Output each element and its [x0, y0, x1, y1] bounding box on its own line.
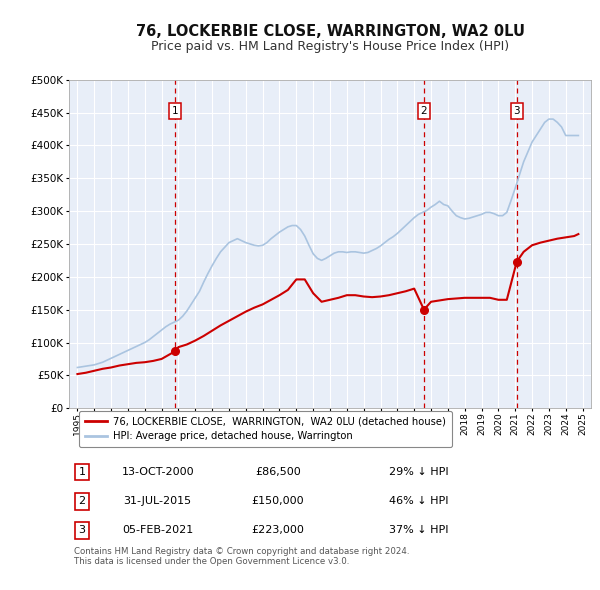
Text: 3: 3 — [514, 106, 520, 116]
Legend: 76, LOCKERBIE CLOSE,  WARRINGTON,  WA2 0LU (detached house), HPI: Average price,: 76, LOCKERBIE CLOSE, WARRINGTON, WA2 0LU… — [79, 411, 452, 447]
Text: £150,000: £150,000 — [251, 496, 304, 506]
Text: 46% ↓ HPI: 46% ↓ HPI — [389, 496, 448, 506]
Text: 37% ↓ HPI: 37% ↓ HPI — [389, 525, 448, 535]
Text: 29% ↓ HPI: 29% ↓ HPI — [389, 467, 449, 477]
Text: 2: 2 — [79, 496, 86, 506]
Text: 13-OCT-2000: 13-OCT-2000 — [121, 467, 194, 477]
Text: £86,500: £86,500 — [255, 467, 301, 477]
Text: 31-JUL-2015: 31-JUL-2015 — [124, 496, 192, 506]
Text: 3: 3 — [79, 525, 86, 535]
Text: 2: 2 — [421, 106, 427, 116]
Text: £223,000: £223,000 — [251, 525, 304, 535]
Text: 05-FEB-2021: 05-FEB-2021 — [122, 525, 193, 535]
Text: Contains HM Land Registry data © Crown copyright and database right 2024.
This d: Contains HM Land Registry data © Crown c… — [74, 546, 410, 566]
Text: 1: 1 — [79, 467, 86, 477]
Text: Price paid vs. HM Land Registry's House Price Index (HPI): Price paid vs. HM Land Registry's House … — [151, 40, 509, 53]
Text: 1: 1 — [172, 106, 178, 116]
Text: 76, LOCKERBIE CLOSE, WARRINGTON, WA2 0LU: 76, LOCKERBIE CLOSE, WARRINGTON, WA2 0LU — [136, 24, 524, 38]
